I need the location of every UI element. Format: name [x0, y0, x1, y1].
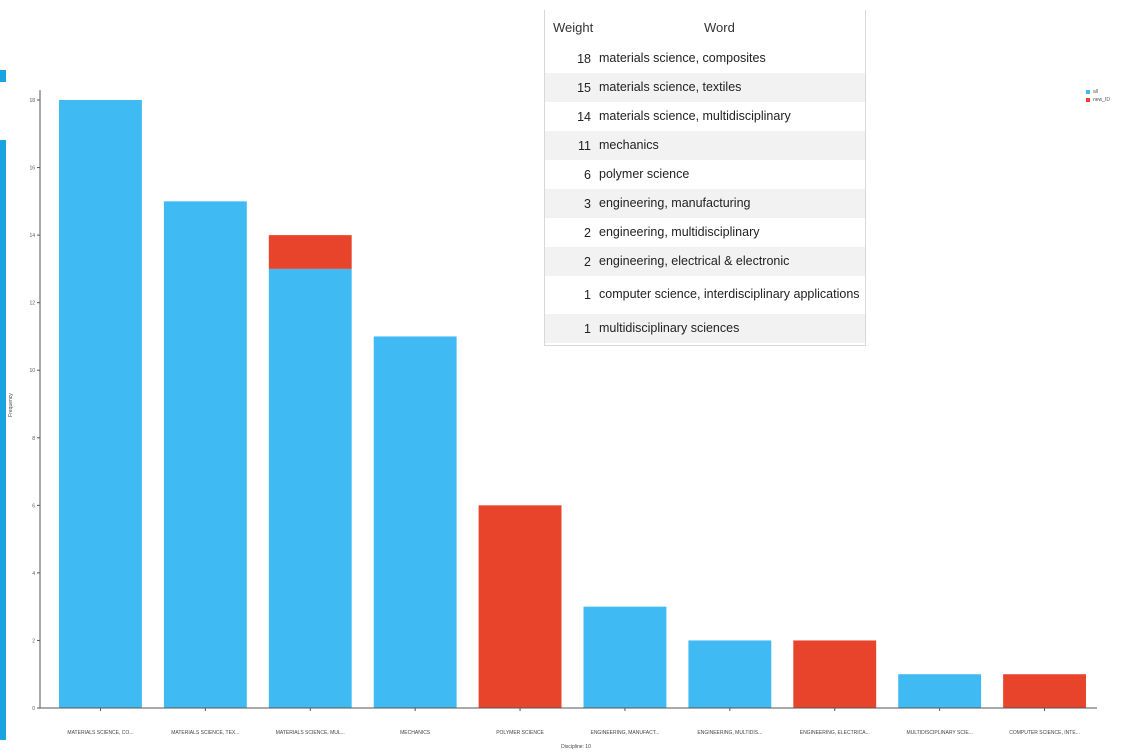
x-tick-label: COMPUTER SCIENCE, INTE... [1009, 730, 1080, 736]
table-row[interactable]: 14 materials science, multidisciplinary [545, 102, 865, 131]
word-cell: computer science, interdisciplinary appl… [599, 287, 860, 302]
y-tick-label: 18 [29, 98, 35, 104]
weight-cell: 15 [577, 80, 591, 95]
legend-label-all: all [1093, 89, 1099, 95]
bar-new-id [1003, 674, 1086, 708]
word-cell: materials science, textiles [599, 79, 742, 94]
weight-cell: 11 [578, 138, 591, 153]
chart-legend: all new_ID [1086, 88, 1110, 104]
x-tick-label: MULTIDISCIPLINARY SCIE... [906, 730, 972, 736]
word-cell: engineering, manufacturing [599, 195, 751, 210]
table-row[interactable]: 2 engineering, electrical & electronic [545, 247, 865, 276]
table-row[interactable]: 15 materials science, textiles [545, 73, 865, 102]
table-row[interactable]: 2 engineering, multidisciplinary [545, 218, 865, 247]
x-tick-label: MECHANICS [400, 730, 431, 736]
table-row[interactable]: 11 mechanics [545, 131, 865, 160]
word-cell: materials science, composites [599, 50, 766, 65]
bar-all [59, 100, 142, 708]
bar-all [163, 201, 247, 709]
bar-all [583, 606, 667, 708]
legend-label-new-id: new_ID [1093, 97, 1110, 103]
bar-all [268, 268, 352, 708]
x-tick-label: MATERIALS SCIENCE, CO... [67, 730, 133, 736]
y-axis-title: Frequency [8, 393, 14, 417]
word-cell: polymer science [599, 166, 690, 181]
table-body: 18 materials science, composites 15 materia… [545, 44, 865, 343]
y-tick-label: 0 [32, 706, 35, 712]
word-weight-table: Weight Word 18 materials science, composi… [544, 10, 866, 346]
table-row[interactable]: 1 computer science, interdisciplinary app… [545, 276, 865, 314]
window-edge-accent [0, 140, 6, 740]
legend-swatch-new-id [1086, 98, 1090, 102]
word-cell: multidisciplinary sciences [599, 320, 740, 335]
bar-all [898, 674, 982, 708]
word-cell: engineering, electrical & electronic [599, 253, 790, 268]
table-row[interactable]: 18 materials science, composites [545, 44, 865, 73]
x-tick-label: ENGINEERING, ELECTRICA... [800, 730, 870, 736]
y-tick-label: 16 [29, 166, 35, 172]
y-tick-label: 6 [32, 503, 35, 509]
legend-item-new-id: new_ID [1086, 96, 1110, 104]
x-tick-label: POLYMER SCIENCE [496, 730, 544, 736]
bar-new-id [478, 505, 562, 708]
table-row[interactable]: 3 engineering, manufacturing [545, 189, 865, 218]
weight-cell: 3 [584, 196, 591, 211]
table-row[interactable]: 6 polymer science [545, 160, 865, 189]
word-cell: materials science, multidisciplinary [599, 108, 791, 123]
word-cell: engineering, multidisciplinary [599, 224, 760, 239]
table-row[interactable]: 1 multidisciplinary sciences [545, 314, 865, 343]
bar-new-id [793, 640, 877, 708]
x-tick-label: MATERIALS SCIENCE, MUL... [276, 730, 345, 736]
x-axis-title: Discipline: 10 [561, 744, 591, 750]
bar-all [688, 640, 772, 708]
bar-all [373, 336, 457, 708]
window-edge-accent [0, 70, 6, 82]
y-tick-label: 14 [29, 233, 35, 239]
weight-cell: 6 [584, 167, 591, 182]
legend-item-all: all [1086, 88, 1110, 96]
weight-cell: 1 [584, 321, 591, 336]
weight-cell: 1 [584, 288, 591, 302]
x-tick-label: MATERIALS SCIENCE, TEX... [171, 730, 239, 736]
y-tick-label: 2 [32, 638, 35, 644]
column-header-weight[interactable]: Weight [553, 19, 594, 35]
word-cell: mechanics [599, 137, 659, 152]
y-tick-label: 8 [32, 436, 35, 442]
column-header-word[interactable]: Word [704, 19, 735, 35]
x-tick-label: ENGINEERING, MANUFACT... [590, 730, 659, 736]
weight-cell: 14 [577, 109, 591, 124]
y-tick-label: 4 [32, 571, 35, 577]
y-tick-label: 12 [29, 301, 35, 307]
weight-cell: 18 [577, 51, 591, 66]
weight-cell: 2 [584, 254, 591, 269]
weight-cell: 2 [584, 225, 591, 240]
bars-group [59, 100, 1086, 709]
x-tick-label: ENGINEERING, MULTIDIS... [697, 730, 762, 736]
y-tick-label: 10 [29, 368, 35, 374]
bar-new-id [268, 235, 352, 269]
table-header: Weight Word [545, 10, 865, 44]
legend-swatch-all [1086, 90, 1090, 94]
